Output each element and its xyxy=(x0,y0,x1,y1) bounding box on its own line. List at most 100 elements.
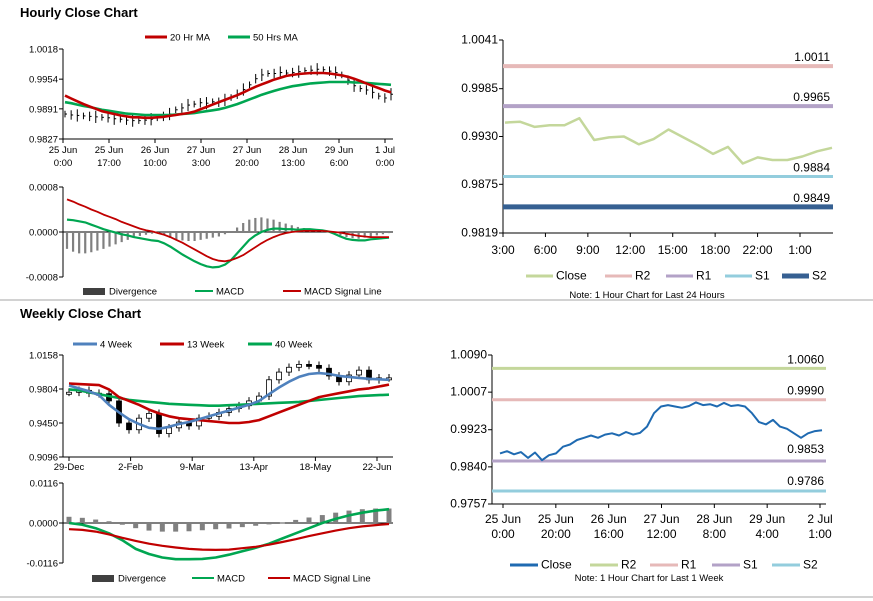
weekly-price-x-label: 18-May xyxy=(300,462,332,473)
hourly-level-r2-label: 1.0011 xyxy=(794,50,830,64)
weekly-divergence-bar xyxy=(226,523,232,529)
legend-weekly-r2-label: R2 xyxy=(621,558,637,572)
weekly-levels-x-label: 29 Jun xyxy=(749,512,785,526)
weekly-levels-x-label: 2 Jul xyxy=(807,512,832,526)
legend-weekly-divergence-swatch xyxy=(92,575,114,582)
weekly-price-y-tick-label: 1.0158 xyxy=(29,351,58,362)
hourly-price-x-label: 28 Jun xyxy=(279,145,308,156)
legend-weekly-s2-label: S2 xyxy=(803,558,818,572)
hourly-price-y-tick-label: 1.0018 xyxy=(29,45,58,56)
hourly-levels-x-label: 6:00 xyxy=(534,243,558,257)
hourly-macd-y-tick-label: 0.0008 xyxy=(29,183,58,194)
hourly-ma50-line xyxy=(64,80,392,117)
hourly-price-x-label: 25 Jun xyxy=(49,145,78,156)
hourly-price-x-label: 1 Jul xyxy=(375,145,395,156)
weekly-levels-note: Note: 1 Hour Chart for Last 1 Week xyxy=(575,573,724,584)
weekly-level-s2-label: 0.9786 xyxy=(787,474,824,488)
weekly-price-y-tick-label: 0.9096 xyxy=(29,453,58,464)
hourly-macd-chart: 0.0008 0.0000 -0.0008 Divergence MACD MACD Si… xyxy=(26,183,393,298)
weekly-divergence-bar xyxy=(239,523,245,528)
weekly-price-y-tick-label: 0.9804 xyxy=(29,385,58,396)
weekly-macd-y-tick-label: 0.0116 xyxy=(30,479,58,490)
hourly-price-x-label: 26 Jun xyxy=(141,145,170,156)
weekly-levels-y-tick-label: 0.9923 xyxy=(450,422,487,436)
weekly-divergence-bar xyxy=(133,523,139,529)
weekly-divergence-bar xyxy=(279,522,285,524)
weekly-macd-y-tick-label: -0.0116 xyxy=(26,559,58,570)
legend-weekly-s1-label: S1 xyxy=(743,558,758,572)
weekly-candle-body xyxy=(266,379,272,397)
weekly-levels-x-label: 27 Jun xyxy=(643,512,679,526)
weekly-divergence-bar xyxy=(213,523,219,530)
weekly-divergence-bar xyxy=(346,510,352,523)
hourly-macd-line xyxy=(66,218,390,269)
weekly-levels-x-label: 20:00 xyxy=(541,527,571,541)
weekly-candle-body xyxy=(66,391,72,395)
legend-weekly-divergence-label: Divergence xyxy=(118,574,166,585)
weekly-divergence-bar xyxy=(253,523,259,526)
hourly-levels-x-label: 15:00 xyxy=(658,243,688,257)
hourly-price-x-label: 13:00 xyxy=(281,158,305,169)
hourly-signal-line xyxy=(66,198,389,263)
legend-13-week-label: 13 Week xyxy=(187,340,225,351)
hourly-level-r1-label: 0.9965 xyxy=(793,90,830,104)
weekly-divergence-bar xyxy=(319,515,325,523)
weekly-candle-body xyxy=(126,422,132,431)
legend-4-week-label: 4 Week xyxy=(100,340,132,351)
hourly-price-x-label: 17:00 xyxy=(97,158,121,169)
hourly-levels-y-tick-label: 0.9930 xyxy=(461,129,498,143)
weekly-candle-body xyxy=(326,367,332,377)
legend-weekly-r1-label: R1 xyxy=(681,558,697,572)
hourly-price-x-label: 27 Jun xyxy=(187,145,216,156)
hourly-levels-x-label: 3:00 xyxy=(491,243,515,257)
weekly-divergence-bar xyxy=(119,523,125,525)
hourly-price-y-tick-label: 0.9827 xyxy=(29,135,58,146)
legend-weekly-signal-label: MACD Signal Line xyxy=(293,574,371,585)
weekly-levels-x-label: 16:00 xyxy=(594,527,624,541)
weekly-candle-body xyxy=(286,366,292,373)
legend-hourly-close-label: Close xyxy=(556,269,587,283)
hourly-macd-y-tick-label: -0.0008 xyxy=(26,273,58,284)
hourly-levels-x-label: 18:00 xyxy=(700,243,730,257)
weekly-price-x-label: 2-Feb xyxy=(118,462,143,473)
hourly-price-x-label: 29 Jun xyxy=(325,145,354,156)
hourly-levels-y-tick-label: 0.9875 xyxy=(461,177,498,191)
weekly-candle-body xyxy=(276,371,282,381)
weekly-divergence-bar xyxy=(359,509,365,523)
weekly-macd-chart: 0.0116 0.0000 -0.0116 Divergence MACD MACD Si… xyxy=(26,479,393,585)
weekly-13wk-line xyxy=(68,382,390,425)
hourly-price-x-label: 10:00 xyxy=(143,158,167,169)
weekly-4wk-line xyxy=(68,371,390,431)
weekly-levels-y-tick-label: 1.0007 xyxy=(450,385,487,399)
hourly-close-line xyxy=(504,116,833,165)
weekly-candle-body xyxy=(316,364,322,369)
weekly-price-x-label: 13-Apr xyxy=(240,462,269,473)
hourly-level-s2-label: 0.9849 xyxy=(793,191,830,205)
hourly-price-x-label: 0:00 xyxy=(376,158,395,169)
legend-hourly-divergence-swatch xyxy=(83,288,105,295)
hourly-price-x-label: 3:00 xyxy=(192,158,211,169)
weekly-level-r1-label: 0.9990 xyxy=(787,384,824,398)
weekly-divergence-bar xyxy=(93,519,99,523)
weekly-divergence-bar xyxy=(306,517,312,523)
weekly-divergence-bar xyxy=(159,523,165,532)
weekly-candle-body xyxy=(306,364,312,367)
weekly-macd-line xyxy=(68,507,390,561)
hourly-levels-x-label: 12:00 xyxy=(615,243,645,257)
weekly-candle-body xyxy=(296,364,302,368)
weekly-divergence-bar xyxy=(386,508,392,523)
weekly-divergence-bar xyxy=(373,508,379,523)
hourly-price-x-label: 25 Jun xyxy=(95,145,124,156)
weekly-divergence-bar xyxy=(146,523,152,531)
hourly-levels-x-label: 22:00 xyxy=(743,243,773,257)
hourly-levels-chart: 1.0041 0.9985 0.9930 0.9875 0.9819 1.0011 0.99… xyxy=(461,33,833,301)
legend-hourly-s2-label: S2 xyxy=(812,269,827,283)
weekly-levels-x-label: 12:00 xyxy=(646,527,676,541)
weekly-levels-x-label: 28 Jun xyxy=(696,512,732,526)
weekly-section-title: Weekly Close Chart xyxy=(20,306,142,321)
legend-weekly-close-label: Close xyxy=(541,558,572,572)
weekly-levels-y-tick-label: 0.9840 xyxy=(450,459,487,473)
legend-hourly-macd-label: MACD xyxy=(216,287,244,298)
